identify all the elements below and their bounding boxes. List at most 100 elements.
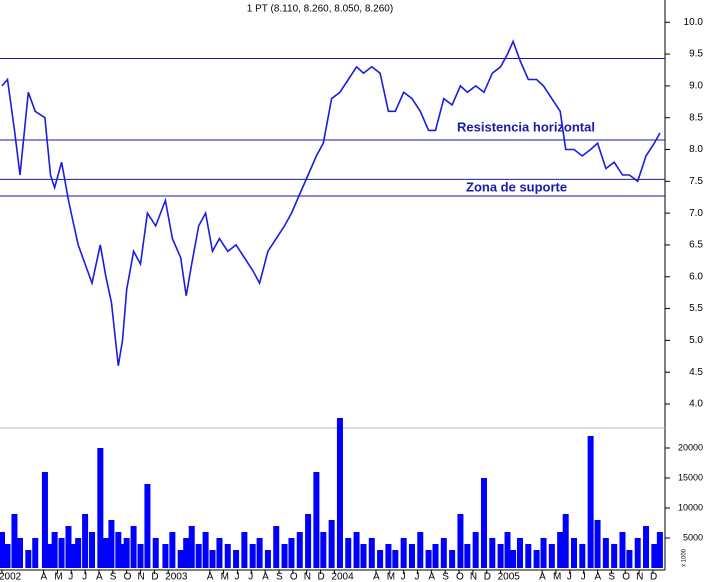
volume-bar	[75, 538, 82, 568]
x-tick-label: M	[553, 572, 561, 582]
volume-bar	[97, 448, 104, 568]
volume-bar	[256, 538, 263, 568]
x-tick-label: S	[442, 572, 449, 582]
y-tick-label: 5.5	[689, 303, 703, 314]
volume-bar	[408, 544, 415, 568]
volume-bar	[472, 532, 479, 568]
y-tick-label: 4.0	[689, 399, 703, 410]
volume-bar	[195, 544, 202, 568]
chart-title: 1 PT (8.110, 8.260, 8.050, 8.260)	[247, 4, 393, 15]
volume-bar	[392, 550, 399, 568]
y-tick-label: 9.5	[689, 49, 703, 60]
volume-bar	[102, 538, 109, 568]
x-tick-label: S	[110, 572, 117, 582]
y-tick-label: 9.0	[689, 81, 703, 92]
volume-bar	[216, 538, 223, 568]
x-tick-label: A	[207, 572, 214, 582]
y-tick-label: 5.0	[689, 335, 703, 346]
x-tick-label: S	[608, 572, 615, 582]
volume-bar	[273, 526, 280, 568]
volume-bar	[440, 538, 447, 568]
y2-axis-label: x 1000	[682, 548, 688, 567]
x-tick-label: J	[248, 572, 253, 582]
volume-bar	[457, 514, 464, 568]
volume-bar	[108, 520, 115, 568]
volume-bar	[249, 544, 256, 568]
y2-tick-label: 5000	[683, 532, 703, 542]
x-tick-label: D	[151, 572, 158, 582]
volume-bar	[489, 538, 496, 568]
volume-bar	[533, 550, 540, 568]
volume-bar	[137, 544, 144, 568]
y2-tick-label: 20000	[678, 442, 703, 452]
volume-bar	[562, 514, 569, 568]
volume-bar	[432, 544, 439, 568]
volume-bar	[525, 544, 532, 568]
volume-bar	[115, 532, 122, 568]
volume-bar	[602, 538, 609, 568]
volume-bar	[634, 538, 641, 568]
x-tick-label: O	[124, 572, 132, 582]
x-tick-label: J	[567, 572, 572, 582]
volume-bar	[480, 478, 487, 568]
x-tick-label: N	[304, 572, 311, 582]
x-tick-label: J	[68, 572, 73, 582]
volume-bar	[651, 544, 658, 568]
x-tick-label: A	[262, 572, 269, 582]
volume-bar	[516, 538, 523, 568]
x-tick-label: J	[415, 572, 420, 582]
volume-bar	[224, 544, 231, 568]
volume-bar	[571, 538, 578, 568]
volume-bar	[336, 418, 343, 568]
x-tick-label: A	[96, 572, 103, 582]
x-tick-label: J	[581, 572, 586, 582]
x-tick-label: A	[595, 572, 602, 582]
volume-bar	[296, 532, 303, 568]
volume-bar	[587, 436, 594, 568]
volume-bar	[58, 538, 65, 568]
x-tick-label: J	[401, 572, 406, 582]
x-tick-label: A	[539, 572, 546, 582]
y2-tick-label: 15000	[678, 472, 703, 482]
volume-bar	[0, 532, 5, 568]
x-tick-label: D	[650, 572, 657, 582]
volume-bar	[183, 538, 190, 568]
x-tick-label: J	[234, 572, 239, 582]
volume-bar	[425, 550, 432, 568]
y2-tick-label: 10000	[678, 502, 703, 512]
volume-bar	[119, 544, 126, 568]
volume-bar	[619, 532, 626, 568]
volume-bar	[202, 532, 209, 568]
y-tick-label: 7.0	[689, 208, 703, 219]
volume-bar	[611, 544, 618, 568]
volume-bar	[169, 532, 176, 568]
volume-bar	[360, 544, 367, 568]
x-tick-label: N	[636, 572, 643, 582]
volume-bar	[82, 514, 89, 568]
volume-bar	[123, 538, 130, 568]
volume-bar	[25, 550, 32, 568]
volume-bar	[51, 532, 58, 568]
volume-bar	[510, 550, 517, 568]
volume-bar	[264, 550, 271, 568]
volume-bar	[4, 544, 11, 568]
volume-bar	[320, 532, 327, 568]
volume-bar	[540, 538, 547, 568]
volume-bar	[313, 472, 320, 568]
x-tick-label: J	[82, 572, 87, 582]
volume-bar	[65, 526, 72, 568]
volume-bar	[11, 514, 18, 568]
volume-bar	[400, 538, 407, 568]
x-tick-label: O	[622, 572, 630, 582]
x-tick-label: M	[54, 572, 62, 582]
volume-bar	[47, 544, 54, 568]
volume-bar	[579, 544, 586, 568]
volume-bar	[241, 532, 248, 568]
y-tick-label: 10.0	[684, 17, 704, 28]
x-tick-label: 2005	[498, 572, 521, 582]
y-tick-label: 4.5	[689, 367, 703, 378]
x-tick-label: M	[221, 572, 229, 582]
volume-bar	[594, 520, 601, 568]
volume-bar	[557, 532, 564, 568]
